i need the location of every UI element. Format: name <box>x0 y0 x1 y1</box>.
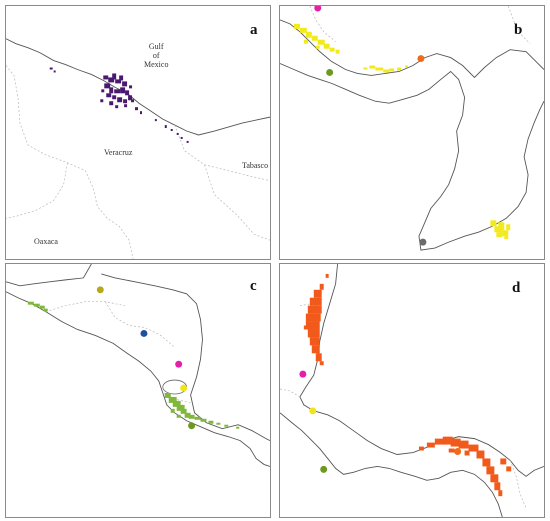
map-panel-b: b <box>279 5 545 260</box>
border-d3 <box>509 460 527 509</box>
point-olive-yellow-c <box>96 286 104 294</box>
distribution-c <box>27 301 240 429</box>
map-a-canvas <box>6 38 270 259</box>
point-orange-d <box>454 448 462 455</box>
point-orange-b <box>417 55 425 63</box>
map-panel-a: a Gulf of Mexico Veracruz Tabasco Oaxaca <box>5 5 271 260</box>
state-border-a3 <box>204 164 270 241</box>
map-b-canvas <box>280 6 544 251</box>
panel-letter-b: b <box>514 22 523 38</box>
map-c-canvas <box>6 264 270 467</box>
map-panel-c: c <box>5 263 271 518</box>
label-gulf-of-mexico: Gulf of Mexico <box>144 42 168 69</box>
point-olive-green-d <box>320 465 328 473</box>
point-blue-c <box>140 329 148 337</box>
point-olive-green-c <box>188 422 196 430</box>
state-border-a2 <box>174 124 270 181</box>
state-border-a4 <box>6 162 68 219</box>
point-magenta-c <box>175 360 183 368</box>
border-c1 <box>45 301 126 312</box>
point-magenta-d <box>299 370 307 378</box>
state-border-a1 <box>6 65 134 259</box>
border-d1 <box>280 388 301 398</box>
coastline-b-main <box>280 63 544 251</box>
coastline-a <box>6 38 270 136</box>
panel-letter-d: d <box>512 280 521 296</box>
panel-letter-a: a <box>250 22 258 38</box>
point-olive-green-b <box>326 69 334 76</box>
coastline-d-caribbean <box>299 264 544 477</box>
border-b1 <box>309 6 336 42</box>
point-yellow-c <box>180 384 188 392</box>
point-gray-b <box>419 238 427 246</box>
point-yellow-d <box>309 407 317 415</box>
map-panel-d: d <box>279 263 545 518</box>
panel-letter-c: c <box>250 278 257 294</box>
distribution-b <box>293 23 511 240</box>
gulf-label-line2: of <box>152 51 160 60</box>
map-d-canvas <box>280 264 544 517</box>
point-magenta-b <box>314 6 322 12</box>
coastline-c-pacific <box>6 291 270 467</box>
label-veracruz: Veracruz <box>104 148 133 157</box>
coastline-d-pacific <box>280 412 503 517</box>
label-tabasco: Tabasco <box>242 161 269 170</box>
gulf-label-line1: Gulf <box>148 42 164 51</box>
distribution-a <box>49 67 189 143</box>
gulf-label-line3: Mexico <box>144 60 169 69</box>
border-c2 <box>104 301 175 348</box>
label-oaxaca: Oaxaca <box>34 237 58 246</box>
distribution-d <box>303 273 512 497</box>
border-b2 <box>507 6 531 44</box>
coastline-c-caribbean <box>6 264 270 442</box>
